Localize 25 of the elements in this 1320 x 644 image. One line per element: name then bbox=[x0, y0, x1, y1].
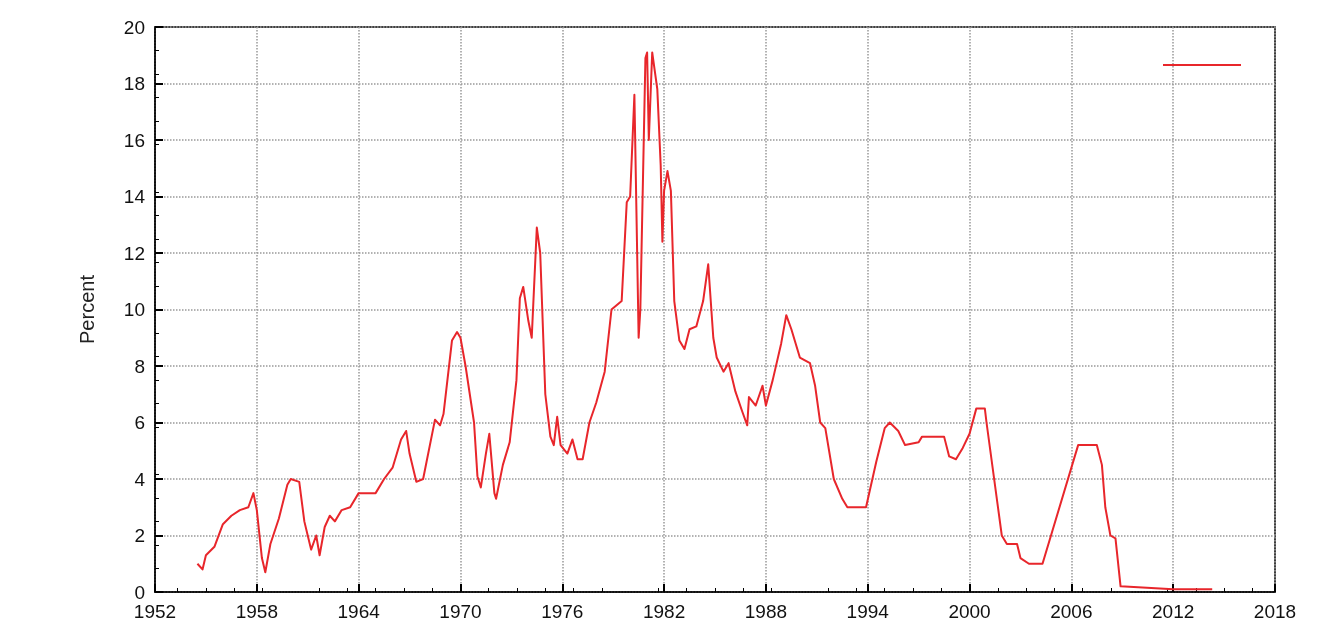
y-tick-label: 18 bbox=[123, 73, 145, 94]
x-tick-label: 1976 bbox=[541, 601, 584, 622]
x-tick-label: 1988 bbox=[744, 601, 788, 622]
x-tick-label: 2006 bbox=[1050, 601, 1093, 622]
y-tick-label: 8 bbox=[134, 355, 145, 377]
y-tick-label: 20 bbox=[123, 16, 145, 38]
line-series bbox=[196, 51, 1214, 591]
y-tick-label: 16 bbox=[123, 129, 145, 151]
y-tick-label: 14 bbox=[123, 186, 146, 207]
x-tick-label: 1958 bbox=[235, 601, 278, 622]
x-tick-label: 1964 bbox=[337, 601, 381, 622]
x-tick-label: 1994 bbox=[846, 601, 890, 622]
y-tick-label: 0 bbox=[134, 581, 145, 603]
y-tick-label: 6 bbox=[134, 412, 145, 433]
y-tick-label: 12 bbox=[123, 242, 145, 264]
y-tick-label: 10 bbox=[123, 299, 145, 320]
x-tick-label: 1952 bbox=[133, 601, 177, 622]
x-tick-label: 2018 bbox=[1253, 601, 1297, 622]
y-tick-label: 2 bbox=[134, 525, 145, 546]
x-tick-label: 1982 bbox=[642, 601, 686, 622]
x-tick-label: 2012 bbox=[1152, 601, 1195, 622]
x-tick-label: 1970 bbox=[439, 601, 482, 622]
y-tick-label: 4 bbox=[134, 468, 146, 490]
x-tick-label: 2000 bbox=[948, 601, 991, 622]
y-axis-title: Percent bbox=[76, 274, 98, 344]
